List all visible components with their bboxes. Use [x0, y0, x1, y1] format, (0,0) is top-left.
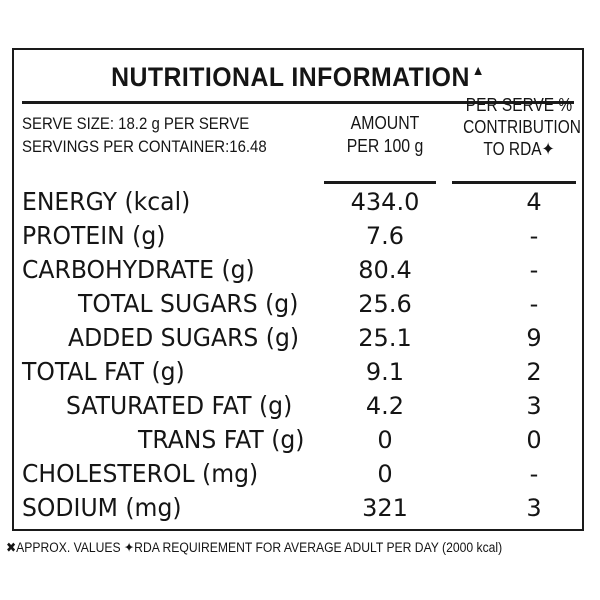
nutrient-row-energy: ENERGY (kcal) 434.0 4: [14, 185, 582, 219]
nutrient-label: TOTAL FAT (g): [22, 357, 185, 386]
nutrient-rda: -: [529, 256, 539, 284]
nutrient-rda: 3: [526, 392, 542, 420]
nutrient-rda: -: [529, 290, 539, 318]
nutrient-amount: 0: [377, 460, 393, 488]
nutrient-amount: 80.4: [358, 256, 412, 284]
nutrient-amount: 9.1: [365, 358, 405, 386]
amount-column-header: AMOUNT PER 100 g: [338, 112, 431, 158]
nutrient-amount: 25.6: [358, 290, 412, 318]
rda-header-divider: [452, 181, 576, 184]
nutrient-label: TRANS FAT (g): [138, 425, 305, 454]
nutrient-rda: 3: [526, 494, 542, 522]
nutrient-rda: -: [529, 222, 539, 250]
nutrient-rda: 4: [526, 188, 542, 216]
nutrient-row-protein: PROTEIN (g) 7.6 -: [14, 219, 582, 253]
footnote: ✖APPROX. VALUES ✦RDA REQUIREMENT FOR AVE…: [6, 540, 503, 555]
panel-title: NUTRITIONAL INFORMATION ▲: [37, 62, 560, 93]
nutrient-row-trans-fat: TRANS FAT (g) 0 0: [14, 423, 582, 457]
nutrient-amount: 0: [377, 426, 393, 454]
serving-info: SERVE SIZE: 18.2 g PER SERVE SERVINGS PE…: [22, 112, 286, 158]
nutrition-facts-panel: NUTRITIONAL INFORMATION ▲ SERVE SIZE: 18.…: [12, 48, 584, 531]
nutrient-label: ENERGY (kcal): [22, 187, 191, 216]
amount-header-line-1: AMOUNT: [350, 113, 420, 133]
nutrient-label: CARBOHYDRATE (g): [22, 255, 255, 284]
nutrient-row-carbohydrate: CARBOHYDRATE (g) 80.4 -: [14, 253, 582, 287]
amount-header-line-2: PER 100 g: [346, 136, 424, 156]
nutrient-label: ADDED SUGARS (g): [68, 323, 300, 352]
serve-size: SERVE SIZE: 18.2 g PER SERVE: [22, 114, 250, 133]
nutrient-rda: 9: [526, 324, 542, 352]
nutrient-label: TOTAL SUGARS (g): [78, 289, 299, 318]
nutrient-label: SATURATED FAT (g): [66, 391, 293, 420]
amount-header-divider: [324, 181, 436, 184]
rda-header-line-2: CONTRIBUTION: [463, 117, 581, 137]
nutrient-label: CHOLESTEROL (mg): [22, 459, 259, 488]
nutrient-row-added-sugars: ADDED SUGARS (g) 25.1 9: [14, 321, 582, 355]
nutrient-label: PROTEIN (g): [22, 221, 166, 250]
nutrient-amount: 7.6: [365, 222, 405, 250]
rda-column-header: PER SERVE % CONTRIBUTION TO RDA✦: [463, 94, 581, 160]
rda-header-line-1: PER SERVE %: [465, 95, 573, 115]
title-text: NUTRITIONAL INFORMATION: [111, 62, 470, 92]
servings-per-container: SERVINGS PER CONTAINER:16.48: [22, 137, 267, 156]
nutrient-amount: 4.2: [365, 392, 405, 420]
title-divider: [22, 101, 574, 104]
nutrient-rda: 2: [526, 358, 542, 386]
approx-mark-icon: ▲: [471, 62, 485, 78]
nutrient-row-cholesterol: CHOLESTEROL (mg) 0 -: [14, 457, 582, 491]
nutrient-row-sodium: SODIUM (mg) 321 3: [14, 491, 582, 525]
nutrient-amount: 321: [362, 494, 408, 522]
nutrient-row-saturated-fat: SATURATED FAT (g) 4.2 3: [14, 389, 582, 423]
nutrient-label: SODIUM (mg): [22, 493, 182, 522]
nutrient-row-total-sugars: TOTAL SUGARS (g) 25.6 -: [14, 287, 582, 321]
rda-header-line-3: TO RDA✦: [483, 139, 555, 159]
nutrient-rda: 0: [526, 426, 542, 454]
nutrient-amount: 25.1: [358, 324, 412, 352]
nutrient-rda: -: [529, 460, 539, 488]
nutrient-row-total-fat: TOTAL FAT (g) 9.1 2: [14, 355, 582, 389]
nutrient-amount: 434.0: [350, 188, 420, 216]
